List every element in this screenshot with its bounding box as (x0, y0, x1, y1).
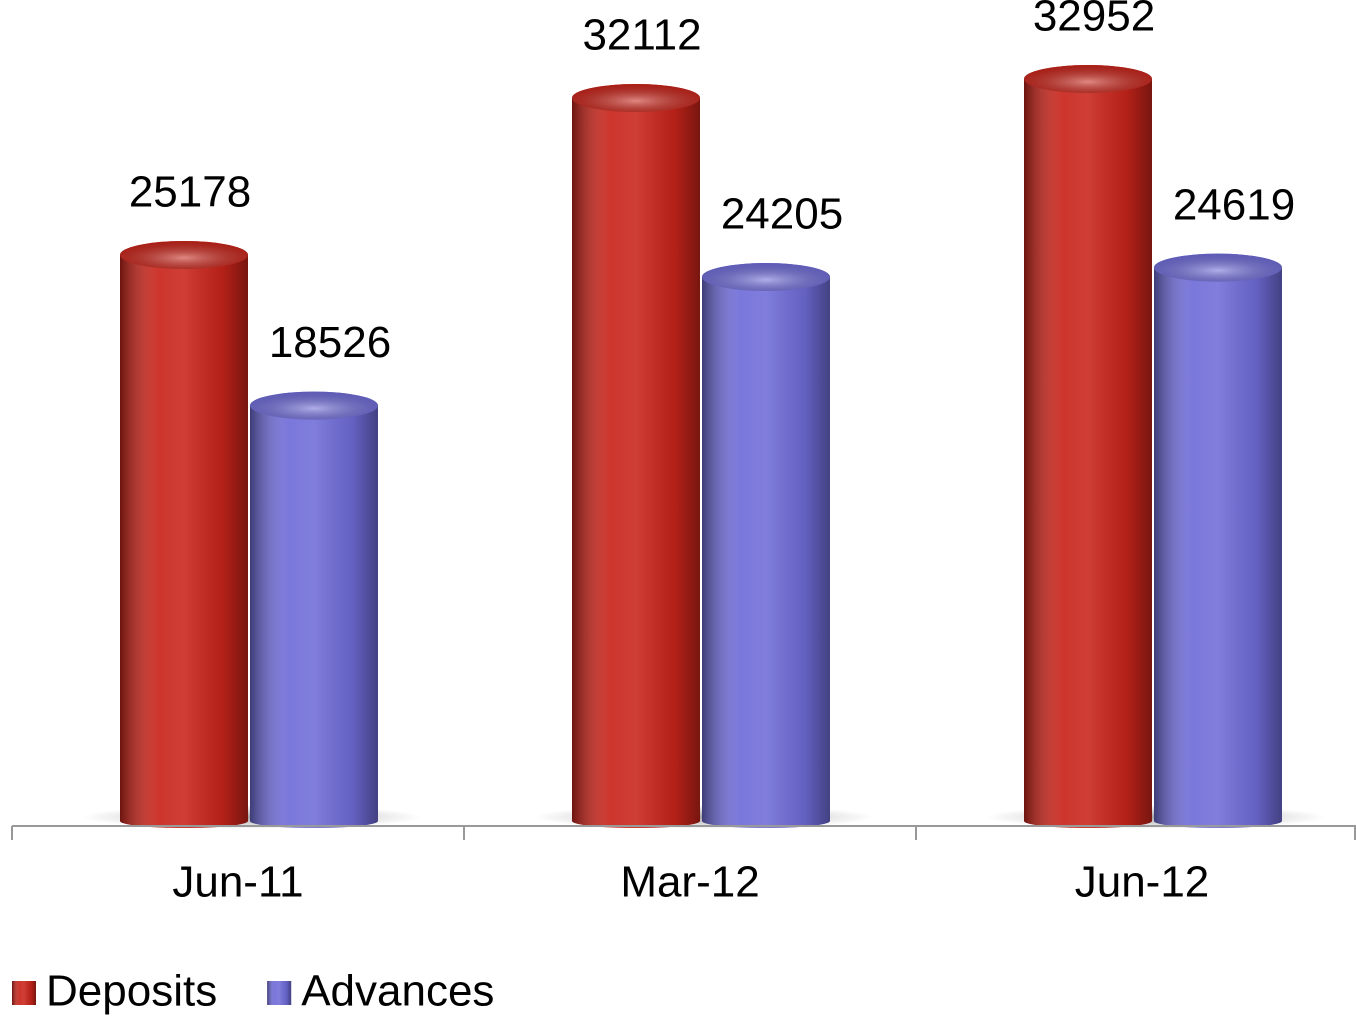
bar-shading (1024, 65, 1152, 828)
bar-cap-highlight (702, 263, 830, 292)
bar-cap-highlight (250, 391, 378, 420)
bar-shading (572, 84, 700, 829)
bar-shading (120, 240, 248, 828)
bar-shading (702, 263, 830, 828)
legend-swatch-shading (12, 981, 36, 1005)
x-tick-label: Mar-12 (620, 858, 759, 907)
data-label: 32112 (582, 11, 701, 60)
data-label: 18526 (269, 318, 391, 367)
data-label: 24619 (1173, 180, 1295, 229)
x-tick-label: Jun-12 (1075, 858, 1210, 907)
data-label: 25178 (129, 168, 251, 217)
x-tick-label: Jun-11 (172, 858, 303, 907)
bar-cap-highlight (120, 240, 248, 269)
bar-shading (250, 391, 378, 828)
data-label: 32952 (1033, 0, 1155, 41)
bar-cap-highlight (1024, 65, 1152, 93)
legend-label: Advances (301, 967, 494, 1016)
legend-swatch-shading (267, 981, 292, 1005)
legend-label: Deposits (46, 967, 217, 1016)
bar-cap-highlight (1154, 253, 1282, 282)
bar-cap-highlight (572, 84, 700, 113)
bar-shading (1154, 253, 1282, 828)
data-label: 24205 (721, 190, 843, 239)
